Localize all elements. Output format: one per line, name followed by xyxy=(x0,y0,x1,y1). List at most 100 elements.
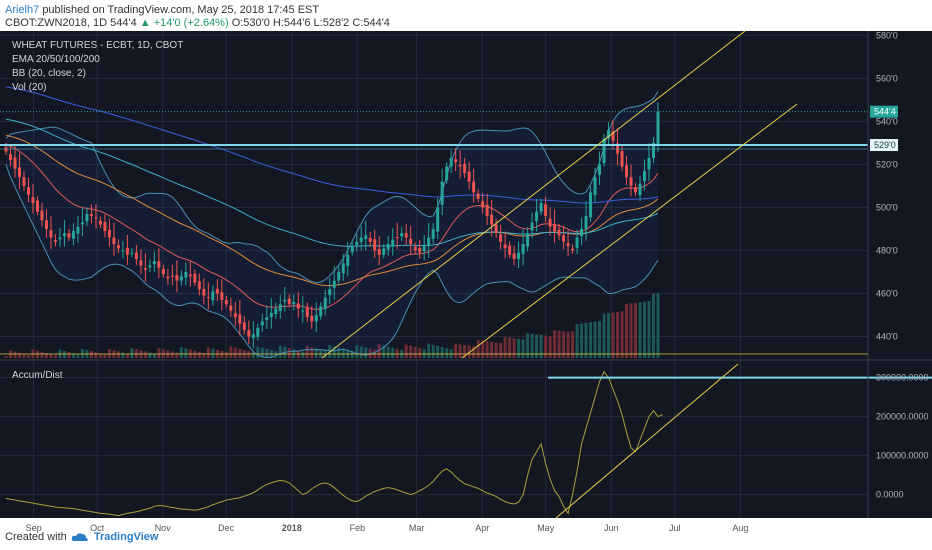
volume-bar xyxy=(364,347,368,358)
price-chart[interactable]: 544'4 529'0 580'0 560'0 540'0 520'0 500'0 480'… xyxy=(0,31,932,549)
candle-body xyxy=(85,213,89,222)
volume-bar xyxy=(274,351,278,358)
volume-bar xyxy=(580,323,584,358)
volume-bar xyxy=(544,335,548,358)
candle-body xyxy=(409,238,413,244)
candle-body xyxy=(499,234,503,242)
candle-body xyxy=(431,228,435,239)
accum-dist-line xyxy=(5,370,663,517)
volume-bar xyxy=(530,333,534,358)
volume-bar xyxy=(229,346,233,358)
candle-body xyxy=(193,273,197,283)
channel-line-lower xyxy=(461,103,798,359)
candle-body xyxy=(94,217,98,219)
volume-bar xyxy=(571,331,575,358)
x-tick-label: Jul xyxy=(669,523,681,533)
accum-dist-label: Accum/Dist xyxy=(12,370,63,381)
candle-body xyxy=(184,271,188,278)
candle-body xyxy=(161,268,165,275)
candle-body xyxy=(422,246,426,252)
candle-body xyxy=(67,233,71,238)
y-tick-label: 440'0 xyxy=(876,331,898,341)
volume-bar xyxy=(310,347,314,358)
candle-body xyxy=(526,233,530,247)
candle-body xyxy=(463,163,467,173)
volume-bar xyxy=(71,353,75,358)
candle-body xyxy=(647,157,651,170)
candle-body xyxy=(269,312,273,318)
candle-body xyxy=(467,171,471,182)
bb-upper xyxy=(5,91,659,284)
volume-bar xyxy=(391,347,395,358)
candle-body xyxy=(634,187,638,193)
candle-body xyxy=(562,235,566,242)
volume-bar xyxy=(575,324,579,358)
volume-bar xyxy=(512,338,516,358)
candle-body xyxy=(652,142,656,158)
author-link[interactable]: Arielh7 xyxy=(5,4,40,16)
axes: 580'0 560'0 540'0 520'0 500'0 480'0 460'0 440'0… xyxy=(0,31,932,533)
volume-bar xyxy=(247,351,251,358)
volume-bar xyxy=(485,341,489,358)
y-tick-label: 540'0 xyxy=(876,116,898,126)
candle-body xyxy=(341,263,345,274)
volume-bar xyxy=(508,337,512,358)
y-tick-label: 520'0 xyxy=(876,159,898,169)
volume-bar xyxy=(53,355,57,358)
volume-bar xyxy=(625,304,629,358)
candle-body xyxy=(148,265,152,268)
ad-trend-line xyxy=(555,363,739,519)
publish-info: Arielh7 published on TradingView.com, Ma… xyxy=(5,4,319,16)
candle-body xyxy=(494,224,498,234)
candle-body xyxy=(22,177,26,186)
candle-body xyxy=(584,216,588,229)
y-tick-label: 500'0 xyxy=(876,202,898,212)
candle-body xyxy=(436,207,440,232)
volume-bar xyxy=(431,344,435,358)
candle-body xyxy=(202,289,206,296)
ad-y-tick-label: 100000.0000 xyxy=(876,451,929,461)
candle-body xyxy=(449,157,453,167)
candle-body xyxy=(571,248,575,251)
volume-bar xyxy=(170,351,174,358)
candle-body xyxy=(121,250,125,252)
volume-bar xyxy=(467,345,471,358)
tradingview-brand[interactable]: TradingView xyxy=(93,531,159,543)
candle-body xyxy=(607,129,611,139)
volume-bar xyxy=(382,345,386,358)
candle-body xyxy=(233,313,237,318)
candle-body xyxy=(445,166,449,181)
volume-bar xyxy=(557,330,561,358)
candle-body xyxy=(481,201,485,208)
candle-body xyxy=(130,252,134,254)
bb-fill xyxy=(6,91,658,358)
volume-bar xyxy=(616,311,620,358)
volume-bar xyxy=(418,347,422,358)
candle-body xyxy=(580,228,584,237)
candle-body xyxy=(517,252,521,260)
candle-body xyxy=(346,254,350,266)
volume-bar xyxy=(598,320,602,358)
candle-body xyxy=(472,181,476,193)
candle-body xyxy=(256,327,260,337)
candle-body xyxy=(629,177,633,186)
trend-lines: 544'4 529'0 xyxy=(0,31,898,359)
candle-body xyxy=(503,244,507,249)
candle-body xyxy=(251,334,255,338)
candle-body xyxy=(440,181,444,205)
created-with-text: Created with xyxy=(5,531,67,543)
volume-bar xyxy=(526,333,530,358)
candle-body xyxy=(490,214,494,225)
volume-bar xyxy=(368,348,372,358)
volume-bar xyxy=(436,345,440,358)
volume-bar xyxy=(89,351,93,358)
volume-bar xyxy=(94,352,98,358)
candle-body xyxy=(350,246,354,253)
x-tick-label: Dec xyxy=(218,523,235,533)
candle-body xyxy=(485,204,489,217)
volume-bar xyxy=(539,334,543,358)
candle-body xyxy=(544,204,548,217)
volume-bar xyxy=(17,352,21,358)
x-tick-label: Mar xyxy=(409,523,425,533)
volume-bar xyxy=(395,348,399,358)
